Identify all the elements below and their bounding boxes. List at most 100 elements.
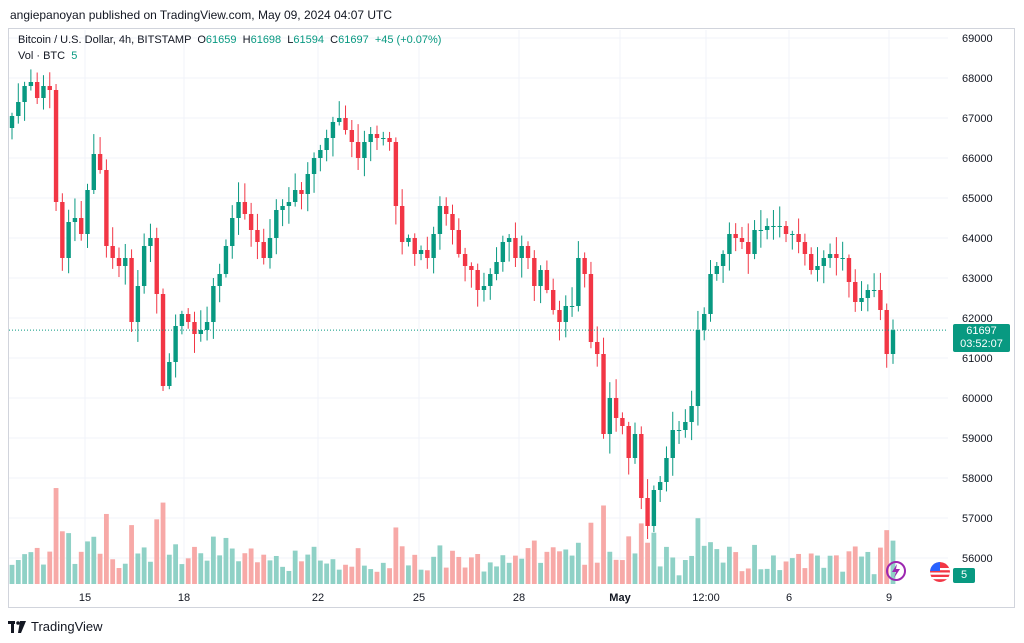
candle-body: [230, 218, 235, 246]
volume-bar: [802, 568, 808, 584]
candle-body: [808, 254, 814, 270]
volume-bar: [292, 550, 298, 584]
candle-body: [802, 242, 808, 254]
us-flag-icon[interactable]: [930, 562, 950, 582]
candle-body: [525, 246, 531, 258]
volume-bar: [22, 554, 27, 584]
volume-bar: [229, 548, 235, 584]
volume-bar: [462, 567, 468, 584]
candle-body: [890, 330, 896, 354]
volume-bar: [399, 546, 405, 584]
volume-bar: [733, 552, 739, 584]
volume-bar: [305, 554, 311, 584]
volume-bar: [380, 562, 386, 584]
volume-bar: [575, 542, 581, 584]
volume-bar: [538, 562, 543, 584]
volume-bar: [840, 571, 846, 584]
symbol-title: Bitcoin / U.S. Dollar, 4h, BITSTAMP: [18, 34, 192, 46]
x-tick-label: May: [609, 592, 631, 604]
volume-bar: [664, 546, 669, 584]
publisher-line: angiepanoyan published on TradingView.co…: [10, 8, 393, 22]
candle-body: [387, 138, 392, 142]
volume-bar: [154, 519, 160, 584]
volume-bar: [9, 564, 15, 584]
last-price-value: 61697: [966, 325, 997, 337]
candle-body: [374, 134, 380, 138]
volume-bar: [97, 553, 103, 584]
volume-bar: [714, 549, 720, 584]
volume-bar: [481, 571, 487, 584]
volume-bar: [519, 558, 525, 584]
volume-bar: [752, 544, 757, 584]
y-tick-label: 57000: [962, 513, 993, 525]
volume-bar: [607, 551, 613, 584]
candle-body: [733, 234, 738, 238]
volume-bar: [720, 562, 726, 584]
candle-body: [362, 142, 367, 158]
candle-body: [840, 258, 845, 259]
lightning-icon[interactable]: [886, 561, 906, 581]
x-tick-label: 22: [312, 592, 324, 604]
candle-body: [456, 230, 461, 254]
candle-body: [368, 134, 373, 142]
candle-body: [425, 250, 430, 258]
candle-body: [752, 230, 757, 254]
candle-body: [431, 234, 436, 258]
candle-body: [588, 274, 594, 342]
volume-bar: [588, 522, 594, 584]
candle-body: [613, 398, 619, 418]
candle-body: [97, 154, 103, 170]
x-tick-label: 18: [178, 592, 190, 604]
y-tick-label: 64000: [962, 233, 993, 245]
candle-body: [418, 250, 424, 254]
candle-body: [179, 314, 185, 326]
volume-bar: [255, 562, 260, 584]
volume-bar: [91, 536, 97, 584]
candle-body: [569, 306, 575, 307]
y-tick-label: 60000: [962, 393, 993, 405]
volume-bar: [437, 545, 443, 584]
candle-body: [670, 430, 675, 458]
candle-body: [393, 142, 399, 206]
candle-body: [305, 174, 310, 194]
volume-bar: [815, 555, 820, 584]
volume-bar: [286, 570, 292, 584]
volume-bar: [160, 502, 166, 584]
y-tick-label: 66000: [962, 153, 993, 165]
candle-body: [601, 354, 606, 434]
volume-legend: Vol · BTC 5: [18, 50, 77, 62]
volume-bar: [884, 530, 890, 584]
volume-bar: [450, 550, 455, 584]
candle-body: [267, 238, 273, 258]
candle-body: [475, 270, 480, 290]
candle-body: [821, 258, 826, 266]
candle-body: [406, 238, 411, 242]
candle-body: [626, 426, 631, 458]
candle-body: [494, 262, 499, 274]
candle-body: [758, 230, 764, 231]
candle-body: [223, 246, 229, 274]
x-tick-label: 9: [886, 592, 892, 604]
volume-bar: [53, 488, 59, 584]
volume-bar: [833, 555, 839, 584]
x-tick-label: 25: [413, 592, 425, 604]
candle-body: [607, 398, 613, 434]
volume-bar: [66, 533, 72, 584]
volume-bar: [789, 558, 795, 584]
y-tick-label: 69000: [962, 33, 993, 45]
volume-bar: [324, 563, 330, 584]
candle-body: [645, 498, 650, 526]
candle-body: [764, 226, 770, 230]
chart-frame[interactable]: [8, 28, 1015, 608]
tradingview-logo-icon: [8, 620, 26, 633]
volume-bar: [280, 566, 285, 584]
volume-bar: [336, 569, 342, 584]
footer: TradingView: [8, 619, 103, 634]
volume-bar: [166, 554, 172, 584]
volume-bar: [217, 555, 223, 584]
volume-bar: [85, 541, 90, 584]
volume-bar: [676, 575, 682, 584]
candle-body: [865, 290, 871, 298]
candle-body: [444, 206, 449, 214]
